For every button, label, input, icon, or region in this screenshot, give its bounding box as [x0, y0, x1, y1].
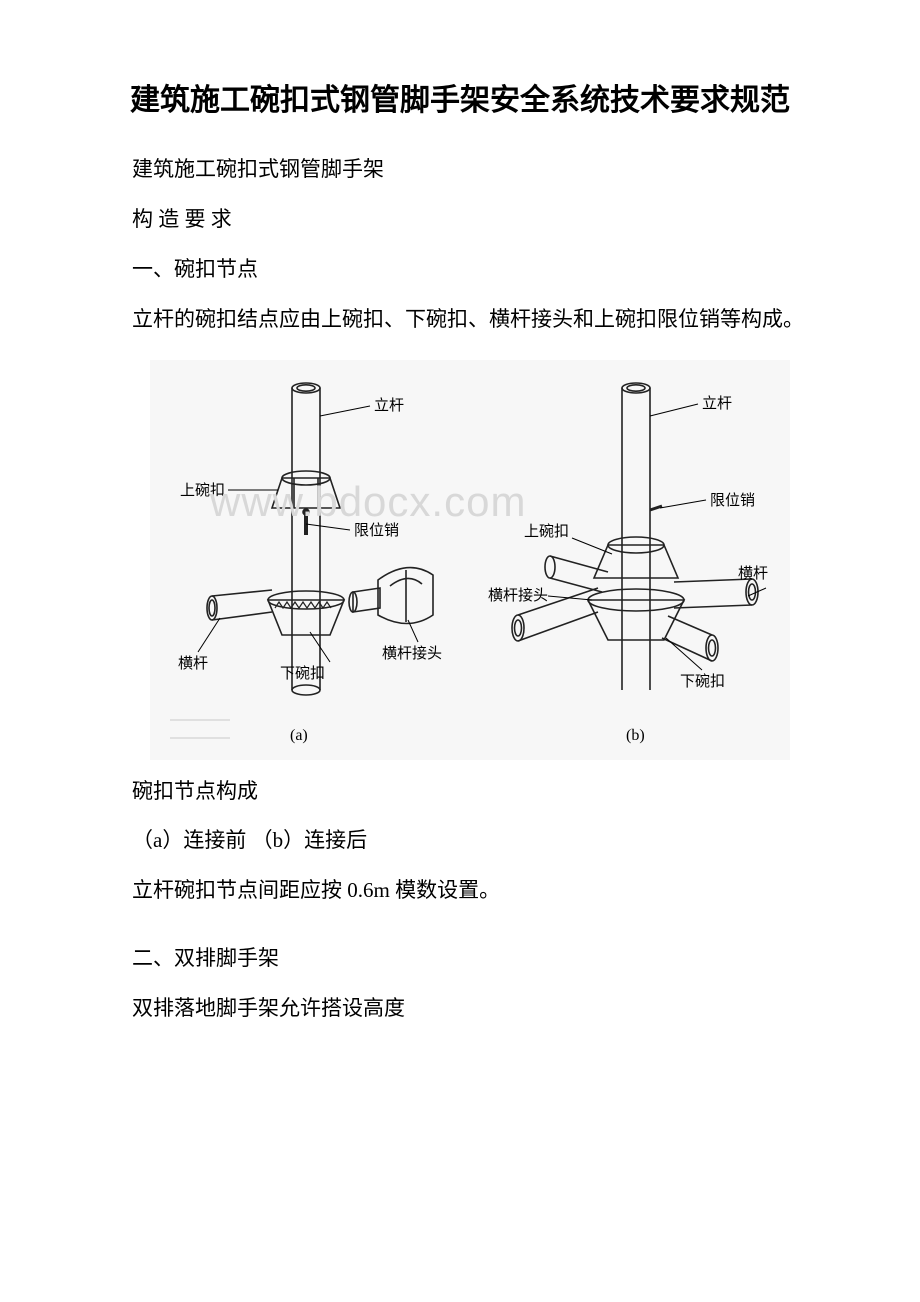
spacer — [90, 921, 830, 939]
label-connector-b: 横杆接头 — [488, 587, 548, 604]
label-henggan-a: 横杆 — [178, 655, 208, 672]
caption-2: （a）连接前 （b）连接后 — [90, 821, 830, 861]
paragraph-subtitle-2: 构 造 要 求 — [90, 200, 830, 240]
label-connector-a: 横杆接头 — [382, 645, 442, 662]
bowl-joint-diagram: www.bdocx.com — [150, 360, 790, 760]
section-1-heading: 一、碗扣节点 — [90, 250, 830, 290]
label-limit-pin-a: 限位销 — [354, 522, 399, 539]
paragraph-subtitle-1: 建筑施工碗扣式钢管脚手架 — [90, 150, 830, 190]
sub-label-b: (b) — [626, 727, 645, 744]
sub-label-a: (a) — [290, 727, 308, 744]
label-upper-bowl-b: 上碗扣 — [524, 523, 569, 540]
label-limit-pin-b: 限位销 — [710, 492, 755, 509]
label-lower-bowl-a: 下碗扣 — [280, 665, 325, 682]
section-2-heading: 二、双排脚手架 — [90, 939, 830, 979]
document-title: 建筑施工碗扣式钢管脚手架安全系统技术要求规范 — [90, 80, 830, 122]
label-lower-bowl-b: 下碗扣 — [680, 673, 725, 690]
diagram-svg: 立杆 上碗扣 限位销 横杆 下碗扣 横杆接头 (a) — [150, 360, 790, 760]
paragraph-desc-1: 立杆的碗扣结点应由上碗扣、下碗扣、横杆接头和上碗扣限位销等构成。 — [90, 300, 830, 340]
paragraph-spacing: 立杆碗扣节点间距应按 0.6m 模数设置。 — [90, 871, 830, 911]
caption-1: 碗扣节点构成 — [90, 772, 830, 812]
label-upper-bowl-a: 上碗扣 — [180, 482, 225, 499]
label-ligan-a: 立杆 — [374, 397, 404, 414]
paragraph-desc-2: 双排落地脚手架允许搭设高度 — [90, 989, 830, 1029]
label-ligan-b: 立杆 — [702, 395, 732, 412]
label-henggan-b: 横杆 — [738, 565, 768, 582]
